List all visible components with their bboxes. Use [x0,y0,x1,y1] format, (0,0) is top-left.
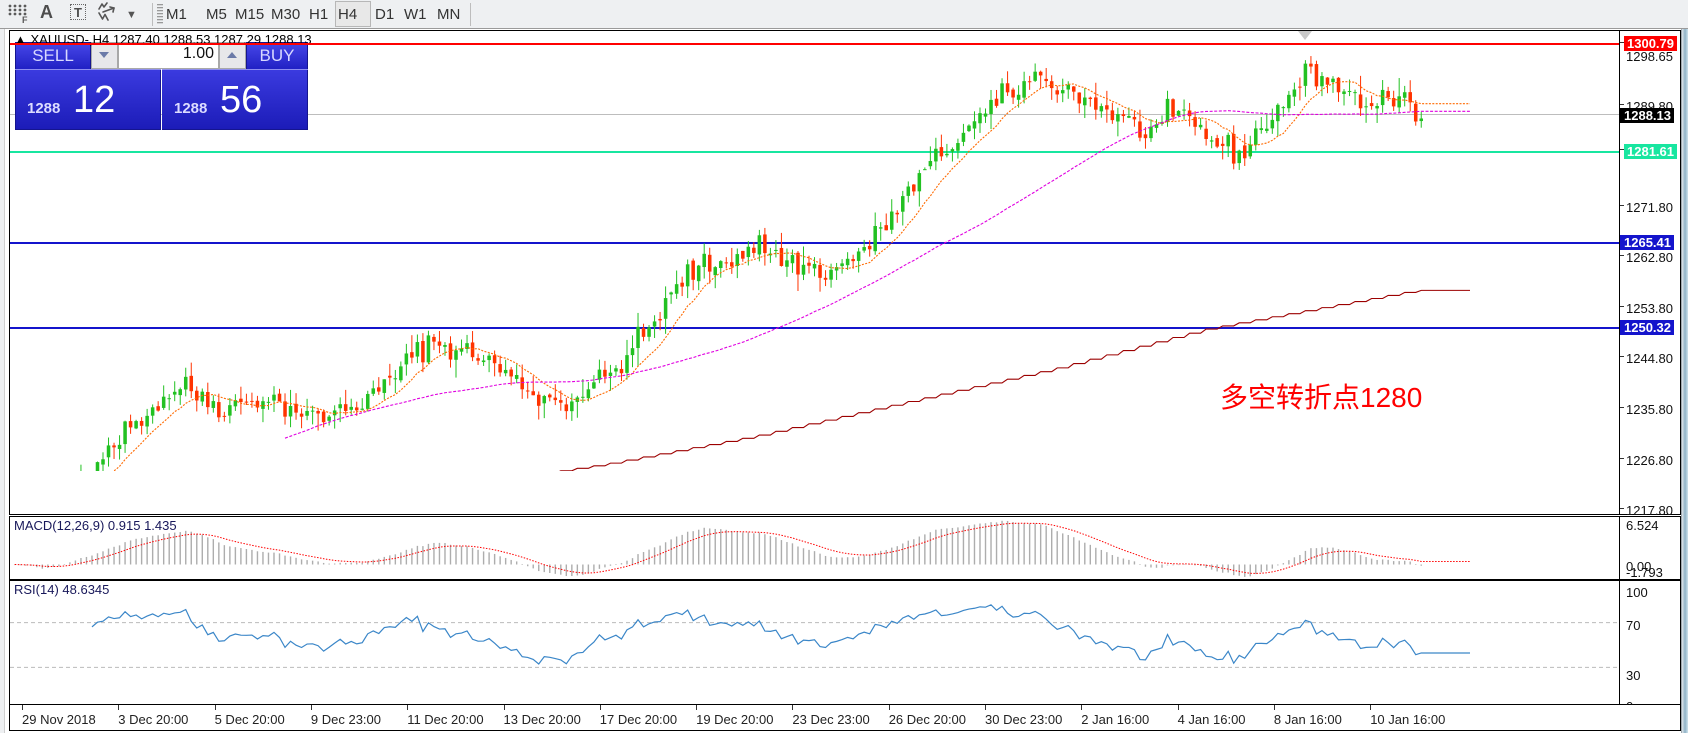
svg-text:F: F [22,15,28,24]
